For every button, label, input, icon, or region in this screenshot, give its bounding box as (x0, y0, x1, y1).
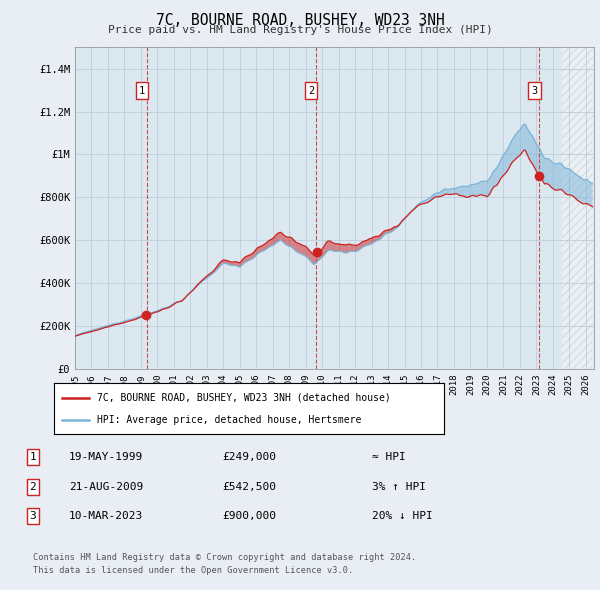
Text: ≈ HPI: ≈ HPI (372, 453, 406, 462)
Text: 7C, BOURNE ROAD, BUSHEY, WD23 3NH: 7C, BOURNE ROAD, BUSHEY, WD23 3NH (155, 13, 445, 28)
Text: 2: 2 (29, 482, 37, 491)
Text: 3: 3 (532, 86, 538, 96)
Text: £249,000: £249,000 (222, 453, 276, 462)
Text: 1: 1 (139, 86, 145, 96)
Text: £900,000: £900,000 (222, 512, 276, 521)
Text: 1: 1 (29, 453, 37, 462)
Text: HPI: Average price, detached house, Hertsmere: HPI: Average price, detached house, Hert… (97, 415, 361, 425)
Text: £542,500: £542,500 (222, 482, 276, 491)
Text: Price paid vs. HM Land Registry's House Price Index (HPI): Price paid vs. HM Land Registry's House … (107, 25, 493, 35)
Text: 20% ↓ HPI: 20% ↓ HPI (372, 512, 433, 521)
Text: This data is licensed under the Open Government Licence v3.0.: This data is licensed under the Open Gov… (33, 566, 353, 575)
Text: Contains HM Land Registry data © Crown copyright and database right 2024.: Contains HM Land Registry data © Crown c… (33, 553, 416, 562)
Text: 2: 2 (308, 86, 314, 96)
Text: 19-MAY-1999: 19-MAY-1999 (69, 453, 143, 462)
Text: 21-AUG-2009: 21-AUG-2009 (69, 482, 143, 491)
Text: 3% ↑ HPI: 3% ↑ HPI (372, 482, 426, 491)
Text: 7C, BOURNE ROAD, BUSHEY, WD23 3NH (detached house): 7C, BOURNE ROAD, BUSHEY, WD23 3NH (detac… (97, 392, 391, 402)
Text: 3: 3 (29, 512, 37, 521)
Text: 10-MAR-2023: 10-MAR-2023 (69, 512, 143, 521)
